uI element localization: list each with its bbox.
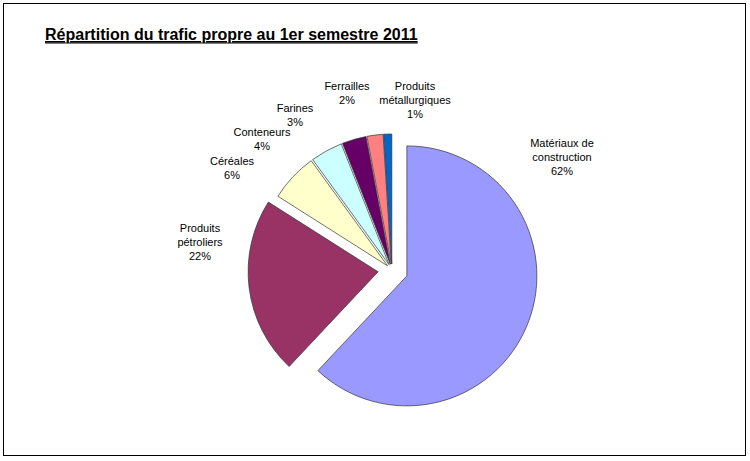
chart: Répartition du trafic propre au 1er seme… xyxy=(0,0,750,461)
title-underline xyxy=(45,42,418,43)
category-label: Ferrailles xyxy=(324,80,370,92)
value-label: 2% xyxy=(339,94,355,106)
value-label: 62% xyxy=(551,165,573,177)
pie-slice xyxy=(367,134,391,264)
category-label-line: Ferrailles xyxy=(324,80,370,92)
category-label-line: métallurgiques xyxy=(379,94,451,106)
category-label-line: Produits xyxy=(180,222,221,234)
category-label: Produits métallurgiques xyxy=(379,80,451,106)
category-label-line: Céréales xyxy=(210,155,255,167)
category-label-line: Farines xyxy=(277,102,314,114)
value-label: 3% xyxy=(287,116,303,128)
data-labels: Matériaux de construction 62% Produits pétro… xyxy=(177,80,593,262)
value-label: 4% xyxy=(254,140,270,152)
frame xyxy=(4,4,746,456)
title: Répartition du trafic propre au 1er seme… xyxy=(45,26,418,43)
category-label: Conteneurs xyxy=(234,126,291,138)
value-label: 1% xyxy=(407,108,423,120)
category-label-line: Produits xyxy=(395,80,436,92)
category-label-line: construction xyxy=(532,151,591,163)
category-label-line: Conteneurs xyxy=(234,126,291,138)
category-label: Matériaux de construction xyxy=(530,137,594,163)
category-label-line: pétroliers xyxy=(177,236,223,248)
pie-slice xyxy=(384,134,392,264)
category-label: Farines xyxy=(277,102,314,114)
value-label: 6% xyxy=(224,169,240,181)
slices xyxy=(248,134,537,406)
category-label: Produits pétroliers xyxy=(177,222,223,248)
category-label: Céréales xyxy=(210,155,255,167)
category-label-line: Matériaux de xyxy=(530,137,594,149)
value-label: 22% xyxy=(189,250,211,262)
